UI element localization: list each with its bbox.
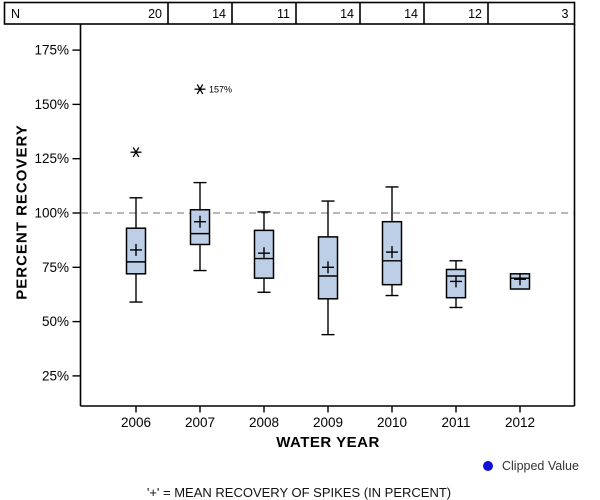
y-axis-title: PERCENT RECOVERY: [13, 124, 31, 300]
y-tick-label: 150%: [34, 97, 69, 112]
y-tick-label: 75%: [42, 260, 69, 275]
x-tick-label: 2009: [313, 415, 343, 430]
y-tick-label: 25%: [42, 368, 69, 383]
x-tick-label: 2006: [121, 415, 151, 430]
clipped-value-icon: [483, 461, 493, 471]
x-tick-label: 2007: [185, 415, 215, 430]
n-table-value: 11: [277, 7, 290, 21]
y-tick-label: 125%: [34, 151, 69, 166]
y-tick-label: 100%: [34, 206, 69, 221]
boxplot-2007: 157%: [189, 84, 232, 272]
x-axis-title: WATER YEAR: [276, 434, 380, 451]
x-axis: 2006 2007 2008 2009 2010 2011 2012: [121, 406, 535, 430]
n-table-value: 14: [340, 7, 354, 21]
x-tick-label: 2012: [505, 415, 535, 430]
boxplot-2009: [317, 200, 339, 336]
footnote: '+' = MEAN RECOVERY OF SPIKES (IN PERCEN…: [146, 485, 452, 500]
n-table-label: N: [11, 7, 20, 21]
y-tick-label: 50%: [42, 314, 69, 329]
boxplot-2012: [509, 273, 531, 290]
x-tick-label: 2010: [377, 415, 407, 430]
boxplot-2006: [125, 147, 147, 303]
outlier-star: [130, 147, 142, 158]
outlier-star: 157%: [194, 84, 232, 95]
legend: Clipped Value: [483, 459, 579, 473]
legend-label: Clipped Value: [502, 459, 579, 473]
boxplot-2011: [445, 260, 467, 309]
y-axis: 175% 150% 125% 100% 75% 50% 25%: [34, 43, 81, 383]
boxplot-2008: [253, 211, 275, 293]
boxplot-2010: [381, 186, 403, 297]
n-table-value: 14: [212, 7, 226, 21]
n-table-value: 3: [562, 7, 569, 21]
n-table-value: 14: [404, 7, 418, 21]
n-table-value: 12: [468, 7, 482, 21]
x-tick-label: 2011: [441, 415, 470, 430]
n-header-table: N 20 14 11 14 14 12 3: [3, 1, 576, 25]
y-tick-label: 175%: [34, 43, 69, 58]
n-table-value: 20: [148, 7, 162, 21]
outlier-label: 157%: [209, 85, 232, 95]
x-tick-label: 2008: [249, 415, 279, 430]
